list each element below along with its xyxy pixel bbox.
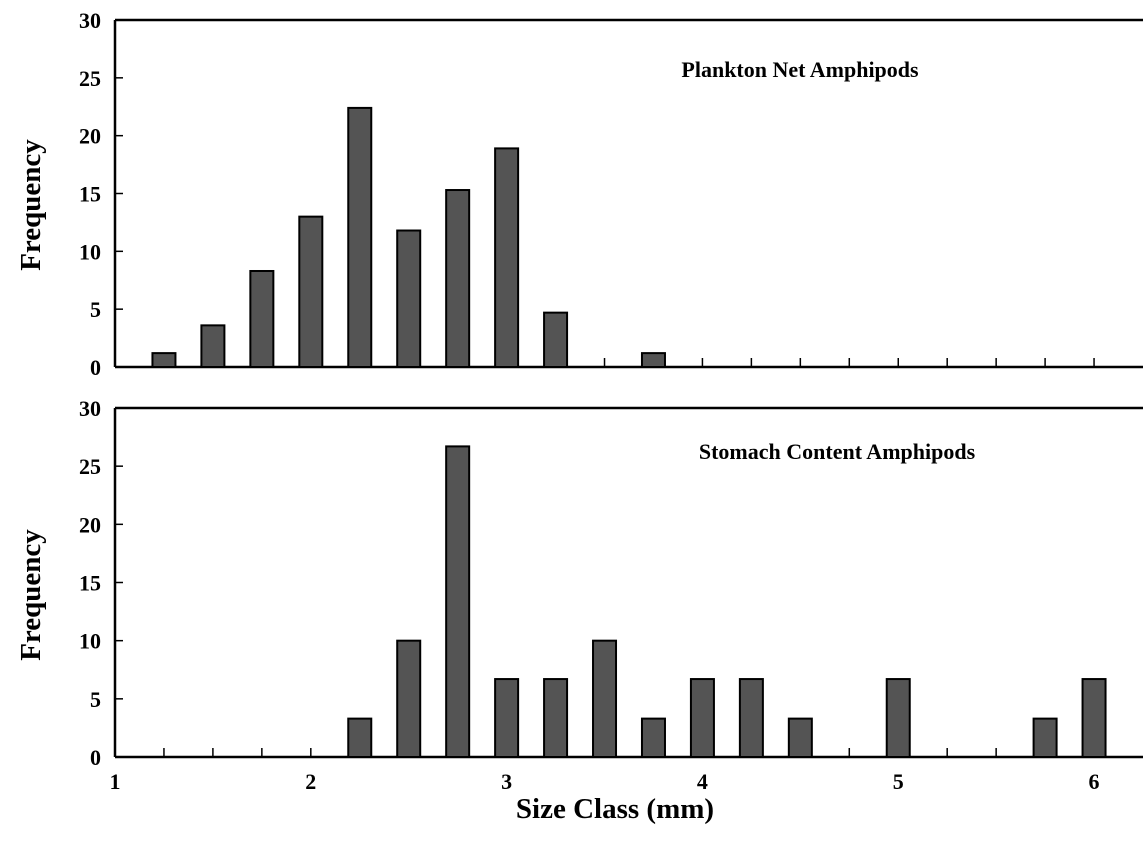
stomach-content-title: Stomach Content Amphipods	[699, 439, 976, 464]
stomach-y-tick-label: 30	[79, 396, 101, 421]
plankton-bar	[396, 229, 422, 368]
stomach-y-tick-label: 25	[79, 454, 101, 479]
stomach-bar	[885, 678, 911, 758]
plankton-net-panel: 0 5 10 15 20 25 30	[79, 8, 1143, 380]
stomach-x-tick-label: 6	[1089, 769, 1100, 794]
stomach-bar	[738, 678, 764, 758]
stomach-x-tick-label: 1	[110, 769, 121, 794]
stomach-bar	[787, 717, 813, 758]
plankton-y-tick-label: 5	[90, 297, 101, 322]
stomach-bar	[689, 678, 715, 758]
stomach-x-tick-label: 4	[697, 769, 708, 794]
plankton-bar	[347, 106, 373, 368]
stomach-x-tick-label: 5	[893, 769, 904, 794]
plankton-bar	[249, 269, 275, 369]
plankton-bar	[543, 311, 569, 368]
stomach-bar	[592, 639, 618, 759]
stomach-bar	[1081, 678, 1107, 758]
stomach-bar	[494, 678, 520, 758]
stomach-bar	[640, 717, 666, 758]
plankton-y-tick-label: 25	[79, 66, 101, 91]
stomach-y-tick-label: 15	[79, 571, 101, 596]
plankton-bar	[200, 324, 226, 368]
stomach-y-tick-label: 20	[79, 512, 101, 537]
stomach-bar	[1032, 717, 1058, 758]
stomach-content-panel: 0 5 10 15 20 25 30 1 2 3 4 5 6	[79, 396, 1143, 794]
plankton-y-tick-label: 0	[90, 355, 101, 380]
plankton-y-tick-label: 20	[79, 124, 101, 149]
x-axis-label: Size Class (mm)	[516, 793, 714, 825]
plankton-bar	[298, 215, 324, 368]
stomach-y-tick-label: 0	[90, 745, 101, 770]
plankton-bar	[445, 189, 471, 368]
plankton-bar	[151, 352, 177, 368]
plankton-y-tick-label: 10	[79, 239, 101, 264]
stomach-bar	[543, 678, 569, 758]
stomach-y-tick-label: 10	[79, 629, 101, 654]
stomach-bar	[445, 445, 471, 758]
plankton-y-tick-label: 15	[79, 182, 101, 207]
stomach-y-tick-label: 5	[90, 687, 101, 712]
plankton-bar	[494, 147, 520, 368]
stomach-bar	[396, 639, 422, 759]
stomach-x-tick-label: 2	[305, 769, 316, 794]
y-axis-label-top: Frequency	[15, 139, 47, 271]
plankton-net-title: Plankton Net Amphipods	[681, 57, 919, 82]
plankton-y-tick-label: 30	[79, 8, 101, 33]
y-axis-label-bottom: Frequency	[15, 529, 47, 661]
stomach-bar	[347, 717, 373, 758]
plankton-bar	[640, 352, 666, 368]
stomach-x-tick-label: 3	[501, 769, 512, 794]
